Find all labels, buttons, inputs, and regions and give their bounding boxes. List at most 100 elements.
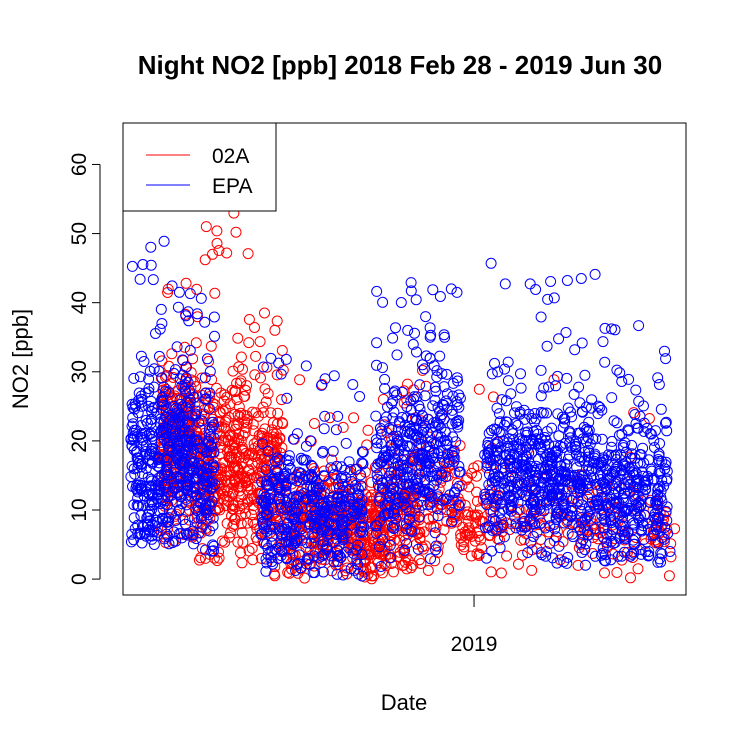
data-point [428,479,440,491]
data-point [200,387,211,399]
data-point [245,469,257,481]
data-point [592,400,604,412]
data-point [281,392,293,404]
data-point [157,404,169,416]
data-point [455,539,467,551]
data-point [347,379,359,390]
data-point [411,414,423,426]
data-point [238,390,250,402]
data-point [302,552,314,564]
data-point [247,554,259,566]
data-point [599,322,611,334]
data-point [341,515,353,527]
data-point [199,254,211,266]
data-point [543,381,555,393]
data-point [184,288,196,300]
data-point [132,492,144,504]
data-point [332,478,344,490]
data-point [589,523,601,535]
data-point [529,408,541,419]
data-point [611,417,623,429]
data-point [213,552,225,564]
data-point [207,248,218,260]
data-point [237,430,249,441]
data-point [545,470,557,482]
data-point [420,440,432,452]
data-point [405,562,417,574]
data-point [489,515,501,527]
data-point [607,524,618,535]
data-point [151,529,163,541]
data-point [141,512,153,524]
data-point [451,396,463,408]
data-point [541,407,553,419]
data-point [569,344,581,356]
data-point [616,376,628,387]
data-point [209,330,220,342]
data-point [270,428,282,440]
data-point [228,513,240,525]
data-point [506,501,518,513]
data-point [231,419,243,431]
data-point [215,435,227,447]
data-point [414,379,426,391]
data-point [172,412,183,424]
data-point [146,427,157,439]
data-point [179,383,191,395]
x-axis: 2019 [451,595,497,656]
data-point [410,422,422,434]
data-point [322,507,334,519]
data-point [125,433,137,445]
data-point [241,417,253,429]
data-point [454,440,466,451]
data-point [306,495,318,507]
data-point [135,350,147,362]
data-point [290,494,302,505]
data-point [227,488,239,500]
data-point [524,278,536,290]
data-point [510,522,522,534]
data-point [653,379,665,390]
data-point [172,436,184,448]
data-point [405,395,417,407]
data-point [142,417,153,429]
data-point [131,431,143,442]
data-point [343,542,355,554]
data-point [421,427,433,438]
data-point [459,499,471,511]
data-point [453,500,465,512]
data-point [231,394,243,406]
data-point [254,336,266,348]
data-point [631,501,643,513]
data-point [335,501,347,513]
data-point [196,390,208,401]
data-point [354,556,366,568]
data-point [598,454,609,466]
data-point [386,439,398,451]
data-point [180,401,192,413]
data-point [431,503,443,515]
data-point [260,538,272,550]
data-point [358,533,370,545]
data-point [492,366,504,378]
data-point [492,494,504,506]
data-point [427,400,439,412]
data-point [371,437,383,449]
data-point [207,520,219,532]
data-point [193,457,205,469]
data-point [597,542,609,554]
data-point [276,345,288,356]
data-point [199,316,211,328]
data-point [322,501,333,512]
data-point [413,527,425,539]
data-point [192,311,203,323]
data-point [531,526,543,538]
data-point [590,496,602,507]
data-point [629,489,641,501]
data-point [132,458,144,469]
data-point [175,398,187,410]
data-point [271,315,283,327]
data-point [419,486,431,498]
data-point [258,523,270,535]
data-point [157,515,169,527]
